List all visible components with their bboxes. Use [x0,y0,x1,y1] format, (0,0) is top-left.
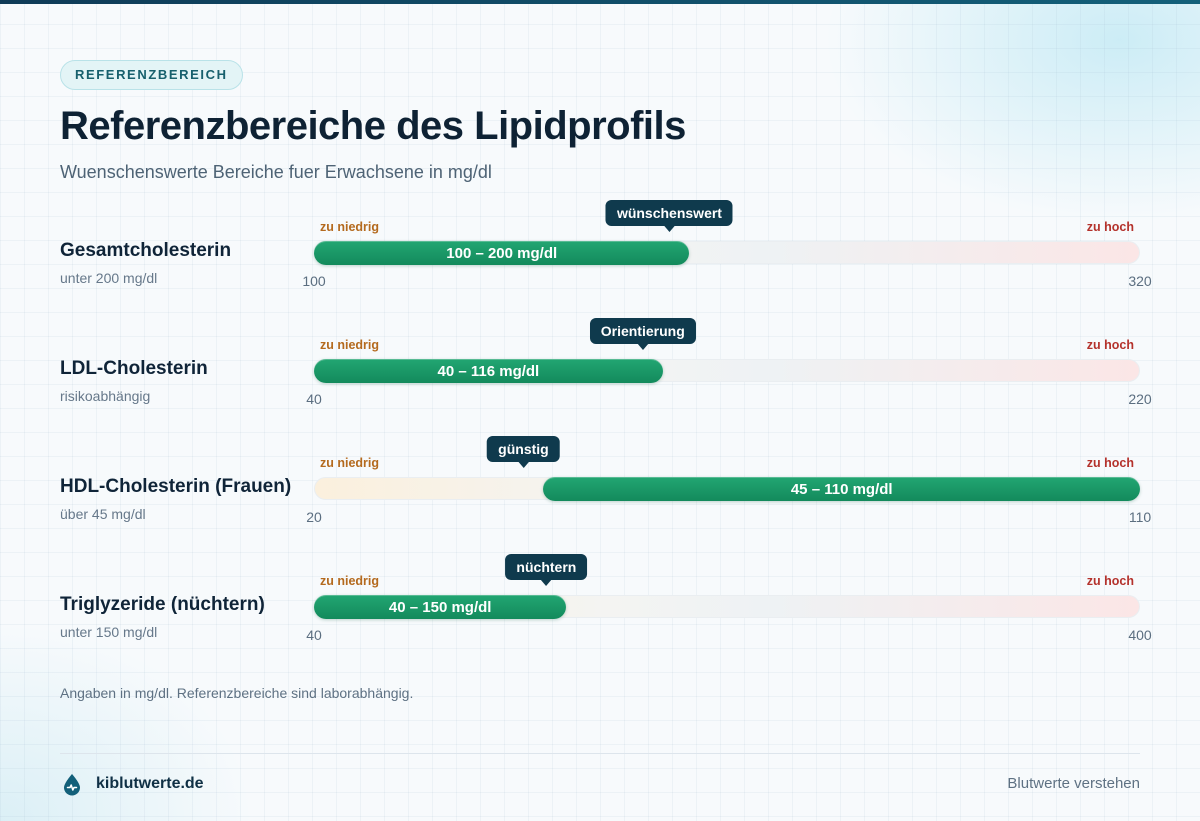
high-zone-label: zu hoch [1086,574,1134,588]
brand-name: kiblutwerte.de [96,775,204,792]
range-row: LDL-Cholesterin risikoabhängig zu niedrig z… [0,318,1200,418]
footer-tagline: Blutwerte verstehen [1007,775,1140,792]
axis-max-label: 400 [1128,627,1152,643]
reference-range-bar: 40 – 116 mg/dl [314,359,663,383]
range-row: Triglyzeride (nüchtern) unter 150 mg/dl zu… [0,554,1200,654]
high-zone-label: zu hoch [1086,456,1134,470]
reference-range-bar: 45 – 110 mg/dl [543,477,1140,501]
parameter-note: über 45 mg/dl [60,506,146,522]
reference-range-bar: 40 – 150 mg/dl [314,595,567,619]
parameter-note: risikoabhängig [60,388,151,404]
parameter-note: unter 200 mg/dl [60,270,158,286]
low-zone-label: zu niedrig [320,456,380,470]
parameter-name: LDL-Cholesterin [60,358,208,379]
parameter-name: HDL-Cholesterin (Frauen) [60,476,292,497]
footnote: Angaben in mg/dl. Referenzbereiche sind … [60,685,414,701]
high-zone-label: zu hoch [1086,338,1134,352]
footer-divider [60,753,1140,754]
axis-max-label: 110 [1128,509,1152,525]
axis-min-label: 40 [306,627,322,643]
top-accent-bar [0,0,1200,4]
range-tooltip: nüchtern [505,554,588,586]
axis-max-label: 320 [1128,273,1152,289]
reference-range-bar: 100 – 200 mg/dl [314,241,690,265]
range-tooltip: günstig [487,436,560,468]
low-zone-label: zu niedrig [320,574,380,588]
range-tooltip: wünschenswert [605,200,733,232]
brand[interactable]: kiblutwerte.de [60,772,204,796]
parameter-name: Triglyzeride (nüchtern) [60,594,265,615]
category-badge: REFERENZBEREICH [60,60,243,90]
parameter-note: unter 150 mg/dl [60,624,158,640]
axis-min-label: 100 [302,273,326,289]
low-zone-label: zu niedrig [320,338,380,352]
parameter-name: Gesamtcholesterin [60,240,232,261]
range-row: Gesamtcholesterin unter 200 mg/dl zu niedr… [0,200,1200,300]
page-subtitle: Wuenschenswerte Bereiche fuer Erwachsene… [60,162,492,182]
axis-min-label: 20 [306,509,322,525]
high-zone-label: zu hoch [1086,220,1134,234]
range-row: HDL-Cholesterin (Frauen) über 45 mg/dl zu … [0,436,1200,536]
axis-min-label: 40 [306,391,322,407]
range-tooltip: Orientierung [589,318,696,350]
axis-max-label: 220 [1128,391,1152,407]
page-title: Referenzbereiche des Lipidprofils [60,104,686,148]
blood-drop-icon [64,774,80,796]
low-zone-label: zu niedrig [320,220,380,234]
